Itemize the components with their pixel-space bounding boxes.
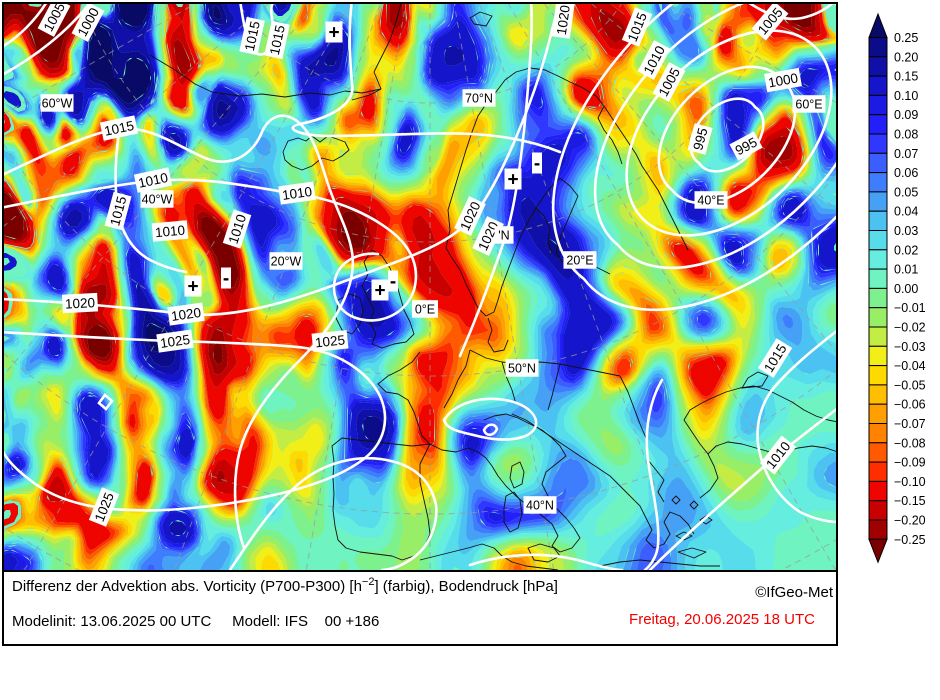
svg-text:50°N: 50°N xyxy=(508,362,536,376)
svg-text:0.15: 0.15 xyxy=(894,70,918,84)
svg-text:©IfGeo-Met: ©IfGeo-Met xyxy=(755,584,834,601)
svg-text:Differenz der Advektion abs. V: Differenz der Advektion abs. Vorticity (… xyxy=(12,576,558,595)
svg-text:−0.06: −0.06 xyxy=(894,398,926,412)
svg-text:−0.07: −0.07 xyxy=(894,417,926,431)
svg-text:0.00: 0.00 xyxy=(894,282,918,296)
svg-text:1015: 1015 xyxy=(267,24,288,57)
svg-text:0.04: 0.04 xyxy=(894,205,918,219)
svg-text:70°N: 70°N xyxy=(465,92,493,106)
svg-text:1015: 1015 xyxy=(107,195,129,228)
svg-text:−0.09: −0.09 xyxy=(894,456,926,470)
svg-text:−0.08: −0.08 xyxy=(894,436,926,450)
svg-text:−0.25: −0.25 xyxy=(894,533,926,547)
svg-text:40°W: 40°W xyxy=(142,193,173,207)
svg-text:1015: 1015 xyxy=(242,20,263,53)
svg-text:1000: 1000 xyxy=(767,70,799,90)
svg-text:1020: 1020 xyxy=(65,295,96,312)
svg-text:0.09: 0.09 xyxy=(894,108,918,122)
svg-text:1020: 1020 xyxy=(170,305,202,324)
svg-text:−0.02: −0.02 xyxy=(894,321,926,335)
svg-text:1010: 1010 xyxy=(137,170,170,191)
svg-text:0.08: 0.08 xyxy=(894,128,918,142)
svg-text:1010: 1010 xyxy=(281,184,313,203)
svg-text:−0.20: −0.20 xyxy=(894,514,926,528)
svg-text:Modelinit: 13.06.2025 00 UTC: Modelinit: 13.06.2025 00 UTC Modell: IFS… xyxy=(12,613,379,630)
svg-text:−0.01: −0.01 xyxy=(894,301,926,315)
svg-text:60°E: 60°E xyxy=(795,98,822,112)
svg-text:0.02: 0.02 xyxy=(894,243,918,257)
svg-text:−0.04: −0.04 xyxy=(894,359,926,373)
svg-text:0.06: 0.06 xyxy=(894,166,918,180)
svg-text:−0.03: −0.03 xyxy=(894,340,926,354)
svg-text:1025: 1025 xyxy=(159,332,191,351)
svg-text:20°W: 20°W xyxy=(271,255,302,269)
svg-text:−0.10: −0.10 xyxy=(894,475,926,489)
svg-text:0.01: 0.01 xyxy=(894,263,918,277)
svg-text:40°E: 40°E xyxy=(697,194,724,208)
svg-text:+: + xyxy=(328,23,339,44)
svg-text:+: + xyxy=(507,170,518,191)
svg-text:-: - xyxy=(534,154,540,175)
svg-text:40°N: 40°N xyxy=(526,499,554,513)
svg-text:0°E: 0°E xyxy=(415,303,435,317)
svg-text:995: 995 xyxy=(690,126,710,152)
svg-text:−0.15: −0.15 xyxy=(894,494,926,508)
svg-text:-: - xyxy=(223,269,229,290)
svg-text:1025: 1025 xyxy=(314,332,345,350)
svg-text:-: - xyxy=(390,272,396,293)
svg-text:Freitag, 20.06.2025 18 UTC: Freitag, 20.06.2025 18 UTC xyxy=(629,611,815,628)
svg-text:60°W: 60°W xyxy=(42,97,73,111)
svg-text:1010: 1010 xyxy=(154,223,185,241)
svg-text:20°E: 20°E xyxy=(566,254,593,268)
svg-text:1015: 1015 xyxy=(103,118,136,139)
svg-text:0.10: 0.10 xyxy=(894,89,918,103)
svg-text:0.25: 0.25 xyxy=(894,31,918,45)
svg-text:+: + xyxy=(187,277,198,298)
svg-text:+: + xyxy=(374,281,385,302)
svg-text:−0.05: −0.05 xyxy=(894,378,926,392)
svg-text:'N: 'N xyxy=(498,229,509,243)
svg-text:0.07: 0.07 xyxy=(894,147,918,161)
svg-text:1020: 1020 xyxy=(554,4,573,36)
svg-text:0.03: 0.03 xyxy=(894,224,918,238)
svg-text:0.20: 0.20 xyxy=(894,50,918,64)
svg-text:0.05: 0.05 xyxy=(894,185,918,199)
